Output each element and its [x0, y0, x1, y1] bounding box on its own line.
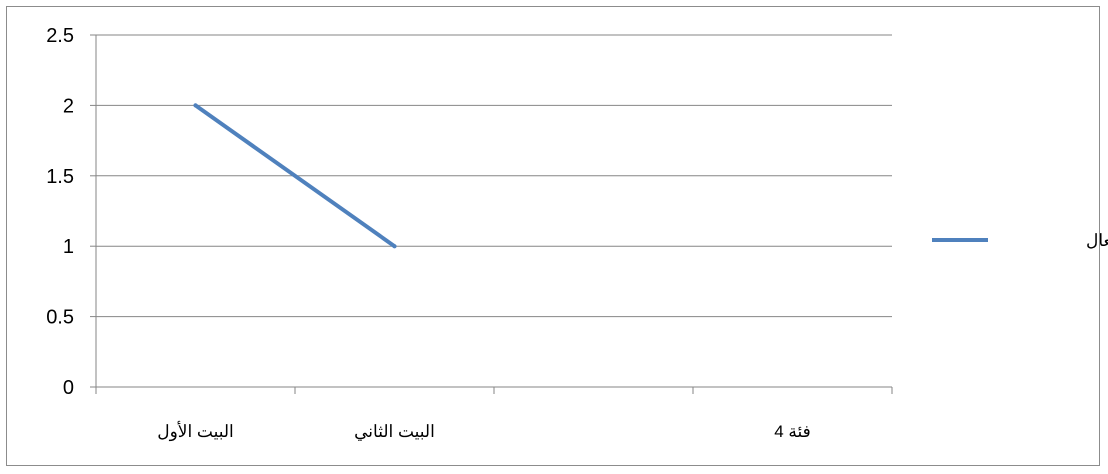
- y-tick-label: 1: [63, 236, 74, 258]
- data-point: [193, 103, 198, 108]
- series-line: [193, 103, 397, 249]
- legend: عدد الأفعال: [932, 230, 1108, 250]
- y-tick-label: 0: [63, 377, 74, 399]
- x-tick-labels: البيت الأول البيت الثاني فئة 4: [157, 421, 811, 442]
- data-point: [392, 244, 397, 249]
- y-tick-label: 0.5: [46, 307, 74, 329]
- chart-frame: [6, 6, 1100, 466]
- axes: [90, 34, 893, 394]
- y-tick-label: 2.5: [46, 25, 74, 47]
- series: [193, 103, 397, 249]
- y-tick-labels: 0 0.5 1 1.5 2 2.5: [46, 25, 74, 399]
- y-tick-label: 2: [63, 95, 74, 117]
- x-tick-label: البيت الثاني: [354, 422, 435, 441]
- legend-label: عدد الأفعال: [1086, 230, 1108, 250]
- x-tick-label: فئة 4: [774, 422, 811, 441]
- y-tick-label: 1.5: [46, 166, 74, 188]
- gridlines: [96, 34, 892, 318]
- x-tick-label: البيت الأول: [157, 421, 234, 442]
